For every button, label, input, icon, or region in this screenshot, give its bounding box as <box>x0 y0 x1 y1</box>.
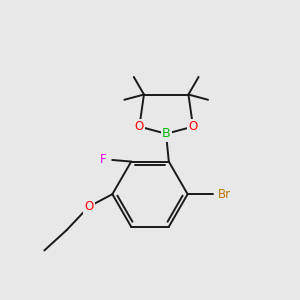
Text: B: B <box>162 127 170 140</box>
Text: O: O <box>135 120 144 133</box>
Text: F: F <box>100 153 107 167</box>
Text: Br: Br <box>218 188 230 201</box>
Text: O: O <box>84 200 93 213</box>
Text: O: O <box>188 120 198 133</box>
